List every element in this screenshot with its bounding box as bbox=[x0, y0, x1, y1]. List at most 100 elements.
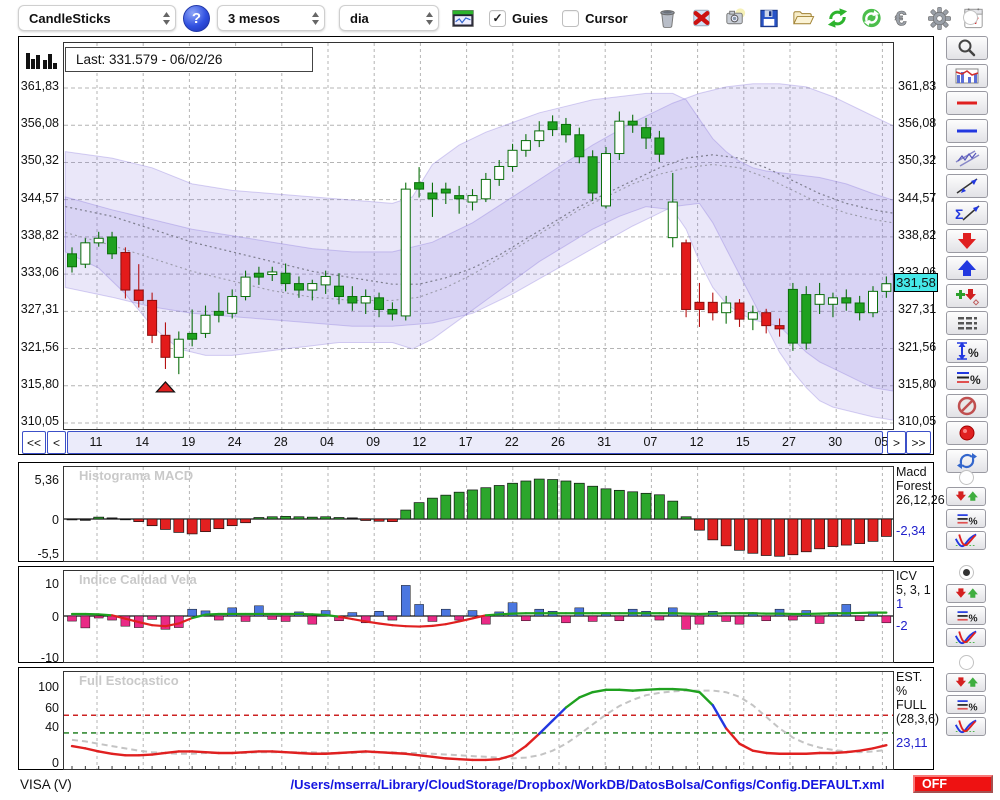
stoch-panel-radio[interactable] bbox=[959, 655, 974, 670]
interval-select[interactable]: dia bbox=[339, 5, 439, 31]
price-axis-label: 338,82 bbox=[20, 227, 59, 242]
trash-button[interactable] bbox=[654, 4, 682, 32]
price-axis-label: 327,31 bbox=[20, 302, 59, 317]
icv-plot-area[interactable] bbox=[63, 570, 894, 663]
chevron-updown-icon bbox=[311, 11, 320, 26]
curves-icon bbox=[954, 630, 977, 645]
save-button[interactable] bbox=[756, 4, 784, 32]
icv-updown-arrows-button[interactable] bbox=[946, 584, 986, 603]
icv-current-value: 1 bbox=[896, 596, 904, 611]
macd-plot-area[interactable] bbox=[63, 466, 894, 562]
date-axis-strip[interactable]: 11 14 19 24 28 04 09 12 17 22 26 31 07 12 15 27 30 05 bbox=[67, 431, 888, 454]
channel-tool-button[interactable] bbox=[946, 146, 988, 170]
chart-type-select[interactable]: CandleSticks bbox=[18, 5, 176, 31]
macd-updown-arrows-button[interactable] bbox=[946, 487, 986, 506]
lines-percent-tool-button[interactable]: % bbox=[946, 366, 988, 390]
arrow-down-tool-button[interactable] bbox=[946, 228, 988, 253]
red-line-tool-button[interactable] bbox=[946, 91, 988, 115]
list-tool-button[interactable] bbox=[946, 311, 988, 335]
sync-button[interactable] bbox=[858, 4, 886, 32]
arrow-up-tool-button[interactable] bbox=[946, 256, 988, 280]
price-axis-label: 350,32 bbox=[898, 153, 937, 168]
stoch-panel-frame: Full Estocastico 100 60 40 0 EST. % FULL (28,… bbox=[18, 667, 939, 770]
icv-axis-label: -10 bbox=[40, 651, 59, 665]
main-plot-svg bbox=[64, 43, 893, 429]
period-select[interactable]: 3 mesos bbox=[217, 5, 325, 31]
icv-params: ICV 5, 3, 1 bbox=[896, 569, 934, 597]
stoch-curves-button[interactable] bbox=[946, 717, 986, 736]
blue-line-tool-button[interactable] bbox=[946, 118, 988, 143]
toolbar: CandleSticks ? 3 mesos dia ✓ Guies Curso… bbox=[0, 0, 1000, 36]
open-icon bbox=[793, 11, 815, 25]
toolbar-radio[interactable] bbox=[963, 10, 978, 25]
trendline-tool-button[interactable] bbox=[946, 173, 988, 198]
channel-icon bbox=[955, 150, 980, 167]
camera-button[interactable] bbox=[722, 4, 750, 32]
date-tick-label: 27 bbox=[782, 435, 796, 449]
price-axis-label: 315,80 bbox=[20, 376, 59, 391]
date-tick-label: 15 bbox=[735, 435, 750, 449]
scroll-prev-button[interactable]: < bbox=[47, 431, 66, 454]
icv-current-value: -2 bbox=[896, 618, 908, 633]
camera-icon bbox=[726, 8, 746, 25]
vertical-range-percent-tool-button[interactable]: % bbox=[946, 338, 988, 363]
euro-button[interactable]: € bbox=[892, 4, 920, 32]
icv-param-line: ICV bbox=[896, 569, 917, 583]
macd-curves-button[interactable] bbox=[946, 531, 986, 550]
chart-window-button[interactable] bbox=[449, 4, 477, 32]
date-tick-label: 09 bbox=[366, 435, 381, 449]
open-button[interactable] bbox=[790, 4, 818, 32]
scroll-first-button[interactable]: << bbox=[22, 431, 46, 454]
refresh-button[interactable] bbox=[824, 4, 852, 32]
add-signals-tool-button[interactable] bbox=[946, 283, 988, 308]
settings-button[interactable] bbox=[926, 4, 954, 32]
blue-line-icon bbox=[957, 129, 977, 132]
stoch-updown-arrows-button[interactable] bbox=[946, 673, 986, 692]
macd-panel-radio[interactable] bbox=[959, 470, 974, 485]
scroll-last-button[interactable]: >> bbox=[906, 431, 931, 454]
curves-icon bbox=[954, 533, 977, 548]
list-icon bbox=[958, 317, 977, 330]
macd-plot-svg bbox=[64, 467, 893, 561]
icv-curves-button[interactable] bbox=[946, 628, 986, 647]
chart-type-value: CandleSticks bbox=[29, 10, 111, 26]
scroll-next-button[interactable]: > bbox=[887, 431, 906, 454]
price-axis-label: 361,83 bbox=[20, 79, 59, 93]
forbidden-tool-button[interactable] bbox=[946, 393, 988, 418]
lines-percent-icon: % bbox=[957, 372, 981, 387]
forbidden-icon bbox=[957, 396, 977, 415]
config-path-link[interactable]: /Users/mserra/Library/CloudStorage/Dropb… bbox=[290, 777, 885, 792]
guies-checkbox[interactable]: ✓ Guies bbox=[489, 9, 548, 27]
checkbox-checked-icon: ✓ bbox=[489, 9, 506, 27]
delete-icon bbox=[693, 9, 710, 27]
stoch-plot-area[interactable] bbox=[63, 671, 894, 770]
sigma-trend-tool-button[interactable]: Σ bbox=[946, 201, 988, 225]
date-tick-label: 14 bbox=[135, 435, 150, 449]
sigma-trend-icon: Σ bbox=[955, 205, 980, 222]
icv-lines-percent-button[interactable]: % bbox=[946, 606, 986, 625]
status-bar: VISA (V) /Users/mserra/Library/CloudStor… bbox=[0, 770, 1000, 800]
help-button[interactable]: ? bbox=[183, 4, 210, 32]
vertical-range-percent-icon: % bbox=[957, 341, 979, 360]
icv-panel-radio[interactable] bbox=[959, 565, 974, 580]
svg-text:%: % bbox=[969, 516, 978, 527]
lines-percent-icon: % bbox=[957, 700, 978, 713]
delete-button[interactable] bbox=[688, 4, 716, 32]
zoom-tool-button[interactable] bbox=[946, 36, 988, 60]
off-button[interactable]: OFF bbox=[913, 775, 993, 793]
date-tick-label: 26 bbox=[551, 435, 565, 449]
stoch-lines-percent-button[interactable]: % bbox=[946, 695, 986, 714]
cursor-checkbox[interactable]: Cursor bbox=[562, 9, 628, 27]
macd-lines-percent-button[interactable]: % bbox=[946, 509, 986, 528]
refresh-blue-tool-button[interactable] bbox=[946, 448, 988, 473]
indicator-chart-tool-button[interactable] bbox=[946, 63, 988, 88]
stoch-axis-label: 40 bbox=[45, 720, 59, 734]
histogram-mini-icon[interactable] bbox=[24, 49, 58, 76]
stoch-axis-label: 0 bbox=[52, 756, 59, 770]
chevron-updown-icon bbox=[425, 11, 434, 26]
record-icon bbox=[959, 425, 975, 441]
record-tool-button[interactable] bbox=[946, 421, 988, 445]
main-plot-area[interactable] bbox=[63, 42, 894, 430]
zoom-icon bbox=[958, 39, 976, 57]
trash-icon bbox=[660, 10, 675, 28]
